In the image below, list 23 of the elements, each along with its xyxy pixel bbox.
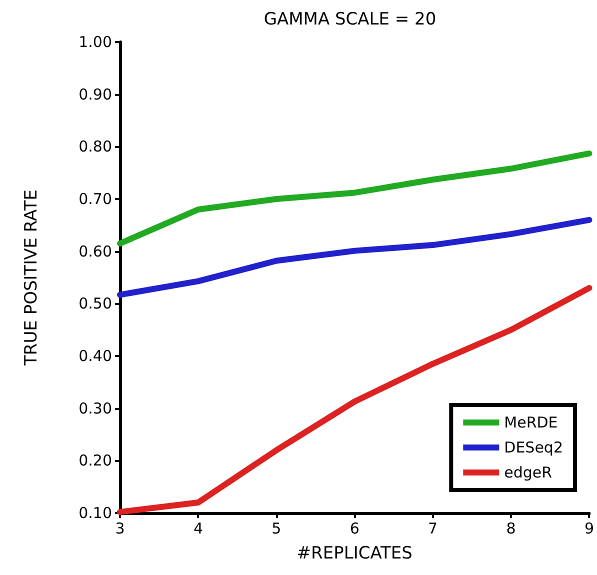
y-tick-label: 0.30 [78, 399, 112, 418]
legend-label: edgeR [504, 464, 552, 482]
y-tick-label: 0.80 [78, 138, 112, 156]
y-tick-label: 0.70 [78, 190, 112, 208]
legend-label: DESeq2 [504, 438, 563, 456]
x-tick-label: 8 [506, 520, 516, 538]
x-tick-label: 3 [115, 520, 125, 538]
y-tick-label: 0.10 [78, 504, 112, 522]
y-tick-label: 0.20 [78, 452, 112, 470]
x-axis-title: #REPLICATES [296, 544, 412, 564]
x-tick-label: 5 [272, 520, 282, 538]
y-tick-label: 1.00 [78, 33, 112, 51]
x-tick-label: 6 [350, 520, 360, 538]
x-tick-label: 9 [584, 520, 594, 538]
y-axis-title: TRUE POSITIVE RATE [22, 190, 42, 366]
y-tick-label: 0.90 [78, 85, 112, 104]
y-tick-label: 0.60 [78, 242, 112, 260]
legend-label: MeRDE [504, 414, 558, 432]
y-tick-label: 0.50 [78, 294, 112, 313]
x-tick-label: 4 [193, 520, 203, 538]
y-tick-label: 0.40 [78, 347, 112, 365]
x-tick-label: 7 [428, 520, 438, 538]
chart-title: GAMMA SCALE = 20 [264, 10, 436, 30]
